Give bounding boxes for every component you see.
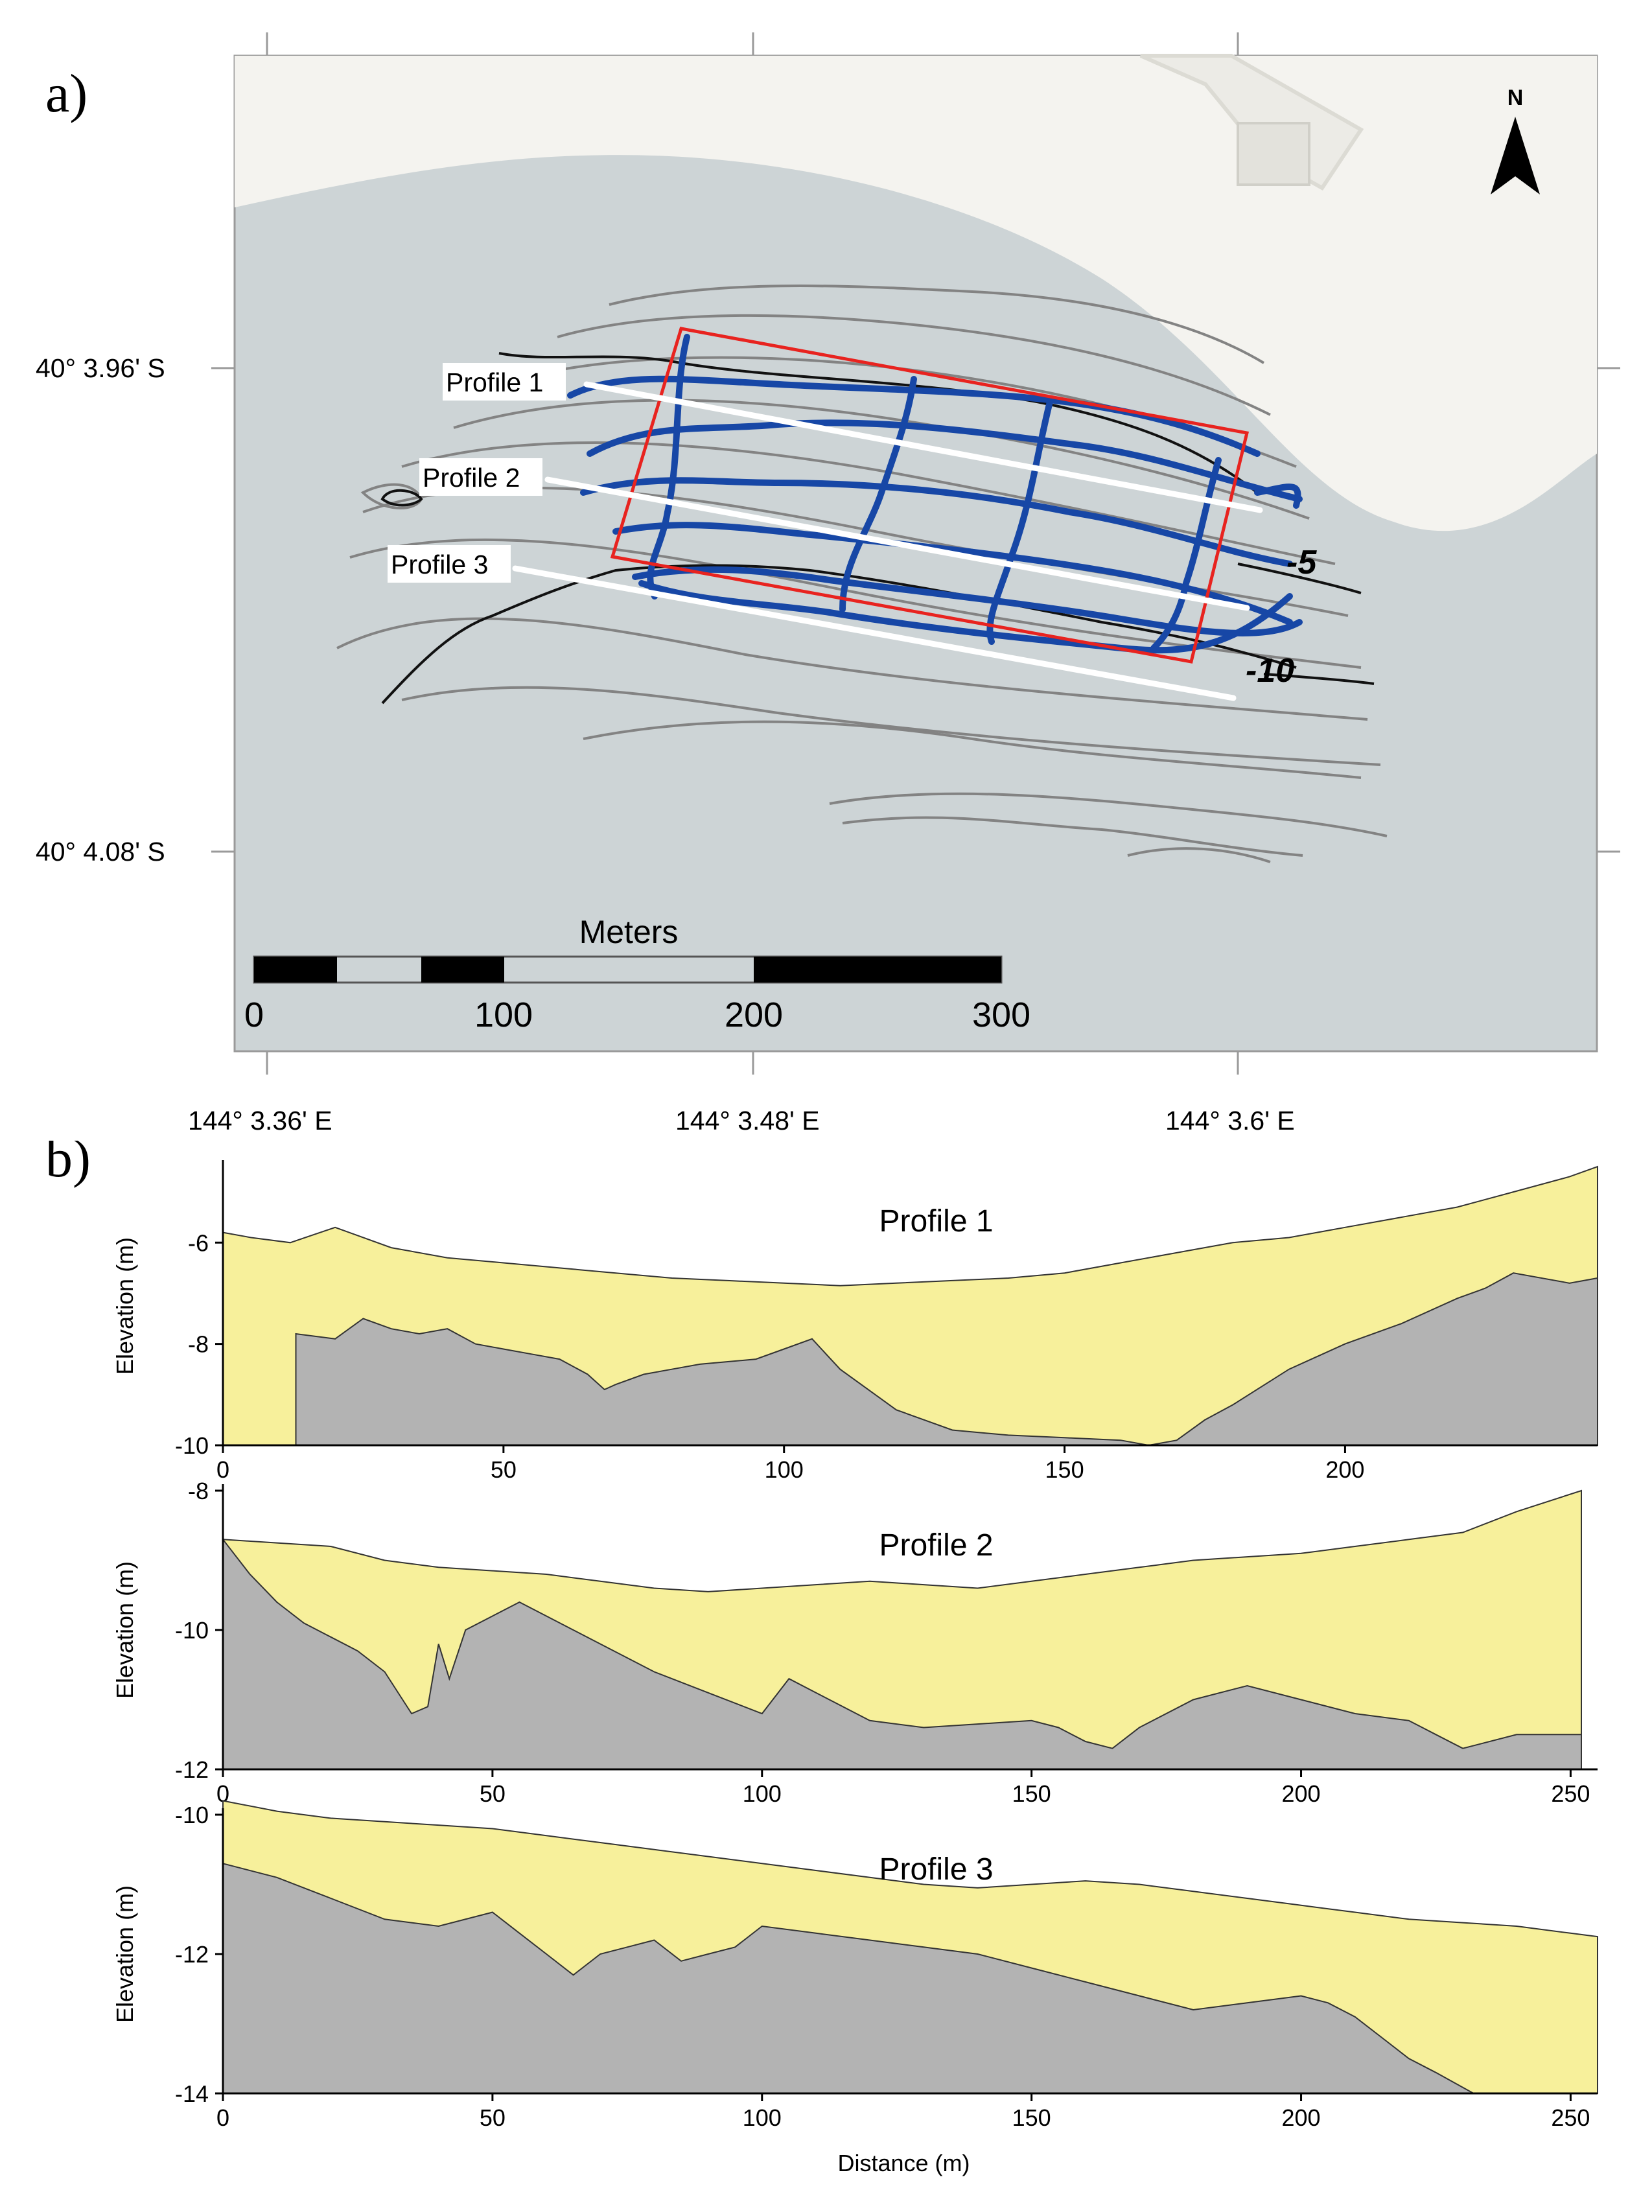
x-tick-label: 50 [491, 1456, 517, 1483]
x-tick-label: 100 [743, 1780, 782, 1807]
x-tick-label: 0 [216, 1456, 229, 1483]
profiles-panel: b) 0 50 100 150 200 -10 -8 -6 Profile 1 Elevati… [0, 1128, 1652, 2209]
x-tick-label: 150 [1045, 1456, 1084, 1483]
scale-bar-title: Meters [579, 914, 679, 950]
x-tick-label: 0 [216, 1780, 229, 1807]
svg-text:Profile 2: Profile 2 [423, 463, 520, 493]
panel-label-a: a) [45, 64, 87, 124]
lon-label-1: 144° 3.36' E [188, 1106, 332, 1135]
lon-label-3: 144° 3.6' E [1165, 1106, 1295, 1135]
x-tick-label: 150 [1012, 1780, 1051, 1807]
map-building [1237, 122, 1310, 186]
x-tick-label: 50 [480, 1780, 506, 1807]
scale-tick-0: 0 [244, 995, 264, 1034]
panel-label-b: b) [45, 1141, 91, 1189]
profile-2-title: Profile 2 [879, 1528, 993, 1563]
x-tick-label: 250 [1551, 2104, 1590, 2131]
profile-chart-1: 0 50 100 150 200 -10 -8 -6 Profile 1 Elevation … [111, 1160, 1598, 1483]
svg-text:Profile 3: Profile 3 [391, 550, 488, 579]
lat-label-1: 40° 3.96' S [36, 353, 165, 383]
profile-3-xlabel: Distance (m) [837, 2150, 970, 2176]
contour-label-10: -10 [1246, 652, 1294, 690]
x-tick-label: 200 [1325, 1456, 1364, 1483]
north-arrow-icon: N [1491, 86, 1540, 194]
lon-label-2: 144° 3.48' E [675, 1106, 820, 1135]
y-tick-label: -12 [175, 1756, 209, 1783]
profile-chart-2: 0 50 100 150 200 250 -12 -10 -8 Profile 2 Elevat… [111, 1478, 1598, 1807]
black-contours [380, 352, 1375, 704]
lat-label-2: 40° 4.08' S [36, 837, 165, 867]
y-tick-label: -14 [175, 2080, 209, 2107]
profile-2-ylabel: Elevation (m) [111, 1561, 138, 1699]
profile-2-bedrock-area [222, 1537, 1582, 1770]
y-tick-label: -8 [188, 1478, 209, 1504]
profile-3-ylabel: Elevation (m) [111, 1885, 138, 2023]
profile-3-bedrock-area [222, 1863, 1474, 2094]
map-ticks [211, 32, 1620, 1075]
profile-line-1 [583, 381, 1263, 513]
scale-bar: Meters 0 100 200 300 [244, 914, 1030, 1034]
x-tick-label: 200 [1281, 1780, 1320, 1807]
x-tick-label: 50 [480, 2104, 506, 2131]
x-tick-label: 100 [743, 2104, 782, 2131]
map-panel: a) 40° 3.96' S 40° 4.08' S 144° 3.36' E … [36, 32, 1620, 1135]
map-svg: a) 40° 3.96' S 40° 4.08' S 144° 3.36' E … [36, 32, 1620, 1135]
survey-tracks [567, 334, 1303, 654]
y-tick-label: -12 [175, 1941, 209, 1968]
profile-1-title: Profile 1 [879, 1204, 993, 1239]
profile-line-3 [512, 565, 1237, 701]
profile-chart-3: 0 50 100 150 200 250 -14 -12 -10 Profile 3 Eleva… [111, 1800, 1598, 2176]
x-tick-label: 0 [216, 2104, 229, 2131]
profile-1-ylabel: Elevation (m) [111, 1237, 138, 1375]
contour-label-5: -5 [1286, 544, 1317, 581]
scale-tick-100: 100 [474, 995, 533, 1034]
profile-3-title: Profile 3 [879, 1852, 993, 1887]
profile-lines [512, 381, 1263, 701]
y-tick-label: -6 [188, 1229, 209, 1256]
svg-text:Profile 1: Profile 1 [446, 367, 543, 397]
profile-label-1: Profile 1 [443, 363, 566, 401]
y-tick-label: -10 [175, 1617, 209, 1644]
x-tick-label: 200 [1281, 2104, 1320, 2131]
profiles-svg: b) 0 50 100 150 200 -10 -8 -6 Profile 1 Elevati… [45, 1128, 1598, 2176]
profile-line-2 [544, 476, 1250, 611]
profile-label-2: Profile 2 [419, 458, 542, 496]
scale-tick-200: 200 [725, 995, 783, 1034]
svg-text:N: N [1507, 86, 1524, 110]
y-tick-label: -10 [175, 1432, 209, 1459]
x-tick-label: 100 [765, 1456, 804, 1483]
scale-tick-300: 300 [972, 995, 1030, 1034]
y-tick-label: -10 [175, 1802, 209, 1828]
x-tick-label: 150 [1012, 2104, 1051, 2131]
profile-1-bedrock-area [295, 1272, 1598, 1447]
profile-label-3: Profile 3 [388, 545, 511, 583]
y-tick-label: -8 [188, 1331, 209, 1358]
x-tick-label: 250 [1551, 1780, 1590, 1807]
survey-box [610, 327, 1250, 664]
